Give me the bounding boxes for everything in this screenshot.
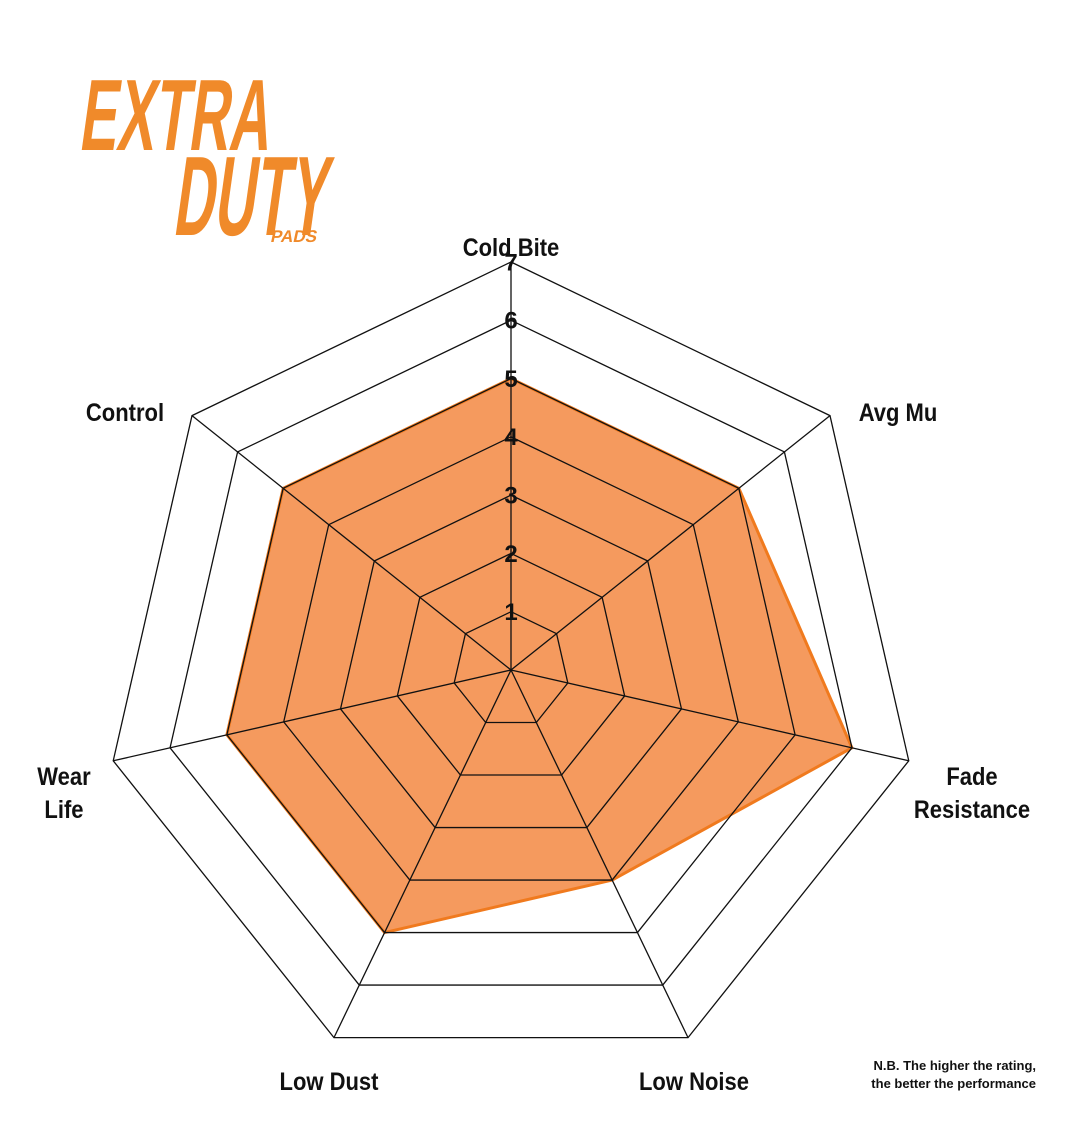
grid-ring xyxy=(112,261,910,1039)
spoke xyxy=(510,415,831,671)
category-label: Avg Mu xyxy=(858,399,938,427)
spoke xyxy=(333,669,512,1038)
note: the better the performance xyxy=(871,1076,1036,1091)
logo-text: PADS xyxy=(269,226,319,246)
logo-text: DUTY xyxy=(168,134,339,260)
r-tick-label: 1 xyxy=(504,599,517,626)
category-label: Control xyxy=(85,399,165,427)
spoke xyxy=(191,415,512,671)
spoke xyxy=(510,669,689,1038)
r-tick-label: 6 xyxy=(504,308,517,335)
r-tick-label: 7 xyxy=(504,249,517,276)
note: N.B. The higher the rating, xyxy=(873,1058,1036,1073)
category-label: Cold Bite xyxy=(462,234,560,262)
r-tick-label: 3 xyxy=(504,482,517,509)
spoke xyxy=(113,669,512,762)
r-tick-label: 5 xyxy=(504,366,517,393)
logo: DUTY xyxy=(168,134,339,260)
logo-text: EXTRA xyxy=(75,59,281,172)
logo: EXTRA xyxy=(75,59,281,172)
grid-ring xyxy=(453,610,569,724)
grid-ring xyxy=(282,436,740,881)
category-label: Low Dust xyxy=(279,1068,379,1096)
grid-ring xyxy=(226,377,796,934)
data-area xyxy=(225,377,854,935)
logo: PADS xyxy=(269,226,319,246)
category-label: Low Noise xyxy=(638,1068,749,1096)
grid-ring xyxy=(339,494,683,829)
r-tick-label: 4 xyxy=(504,424,518,451)
r-tick-label: 2 xyxy=(504,541,517,568)
category-label: Fade Resistance xyxy=(913,763,1031,824)
grid-ring xyxy=(396,552,626,776)
category-label: Wear Life xyxy=(37,763,91,824)
grid-ring xyxy=(169,319,853,986)
spoke xyxy=(510,669,909,762)
